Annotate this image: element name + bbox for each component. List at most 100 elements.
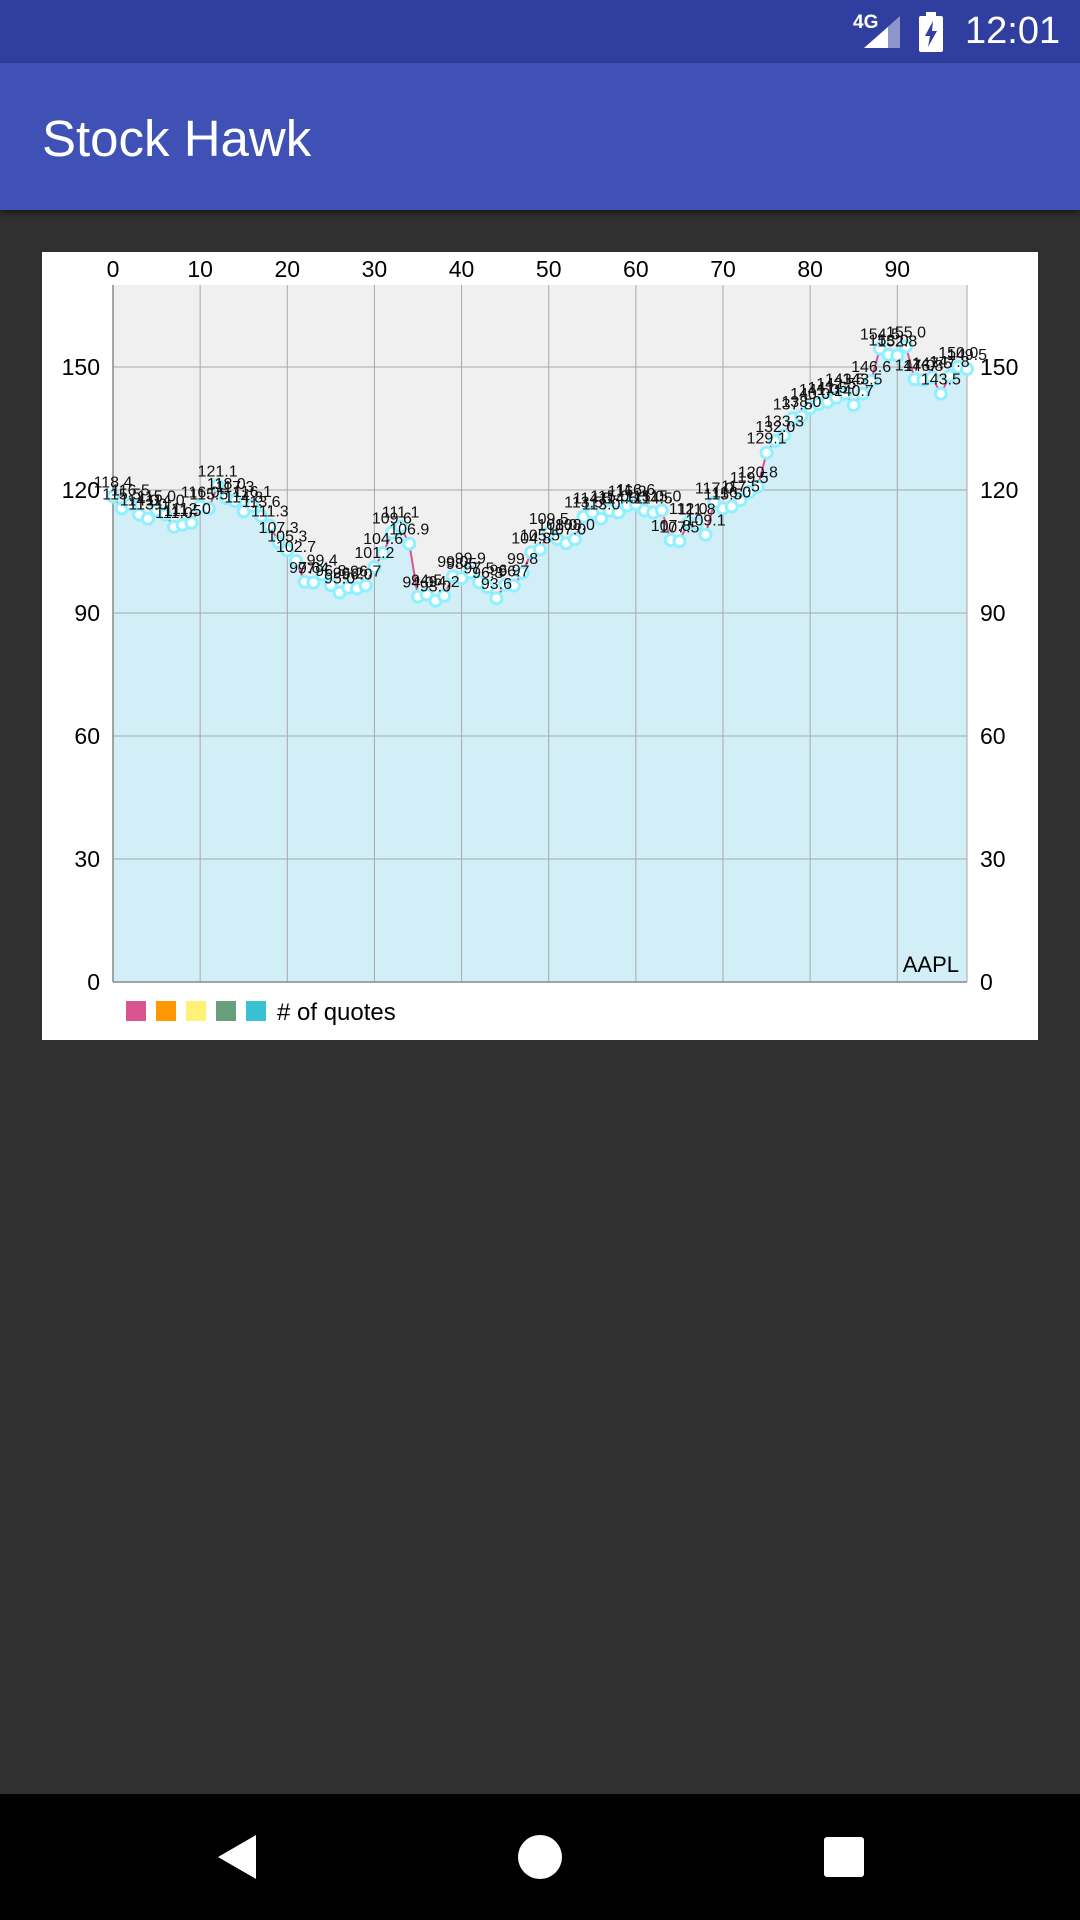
data-point bbox=[358, 578, 373, 593]
data-label: 114.5 bbox=[599, 491, 638, 508]
data-label: 119.5 bbox=[730, 470, 769, 487]
y-tick-label-left: 150 bbox=[62, 354, 100, 380]
data-label: 109.1 bbox=[686, 513, 726, 530]
status-bar: 4G 12:01 bbox=[0, 0, 1080, 63]
data-label: 116.2 bbox=[608, 484, 647, 501]
data-label: 141.0 bbox=[799, 382, 839, 399]
data-point bbox=[628, 496, 643, 511]
y-tick-label-right: 60 bbox=[980, 723, 1006, 749]
data-label: 114.5 bbox=[634, 491, 673, 508]
data-label: 96.0 bbox=[341, 566, 372, 583]
stock-line-chart[interactable]: 118.4115.5116.5114.0113.0115.0114.0111.0… bbox=[42, 252, 1038, 1040]
data-point bbox=[140, 511, 155, 526]
data-point bbox=[201, 501, 216, 516]
data-label: 114.0 bbox=[146, 493, 185, 510]
data-label: 99.0 bbox=[437, 554, 468, 571]
data-label: 118.4 bbox=[94, 475, 133, 492]
data-label: 111.3 bbox=[251, 504, 289, 521]
data-label: 146.8 bbox=[903, 358, 943, 375]
data-point bbox=[228, 494, 242, 509]
data-point bbox=[480, 580, 495, 595]
data-label: 111.8 bbox=[678, 502, 716, 519]
data-label: 120.8 bbox=[738, 465, 778, 482]
data-label: 96.7 bbox=[498, 564, 529, 581]
status-time: 12:01 bbox=[965, 10, 1061, 52]
data-label: 150.0 bbox=[938, 345, 978, 362]
data-label: 116.0 bbox=[181, 484, 220, 501]
data-point bbox=[855, 386, 870, 401]
data-point bbox=[123, 497, 138, 512]
legend-label: # of quotes bbox=[277, 999, 396, 1026]
data-label: 155.0 bbox=[886, 325, 926, 342]
data-label: 115.5 bbox=[102, 486, 141, 503]
data-label: 114.0 bbox=[120, 493, 159, 510]
back-icon[interactable] bbox=[206, 1827, 266, 1887]
data-point bbox=[254, 509, 269, 524]
data-label: 140.0 bbox=[790, 386, 830, 403]
data-label: 129.1 bbox=[747, 431, 787, 448]
x-tick-label: 50 bbox=[536, 256, 562, 282]
data-label: 153.0 bbox=[869, 333, 909, 350]
data-point bbox=[271, 535, 286, 550]
data-label: 115.0 bbox=[137, 489, 176, 506]
legend-swatch bbox=[156, 1001, 176, 1021]
battery-charging-icon bbox=[919, 12, 943, 52]
data-point bbox=[777, 428, 791, 443]
data-point bbox=[506, 578, 521, 593]
data-label: 114.8 bbox=[224, 489, 263, 506]
x-tick-label: 10 bbox=[187, 256, 213, 282]
app-bar: Stock Hawk bbox=[0, 63, 1080, 210]
y-tick-label-left: 90 bbox=[74, 600, 100, 626]
stock-chart-card: 118.4 115.5 116.5 114.0 113.0 115.0 114.0 111.0… bbox=[42, 252, 1038, 1040]
legend-swatch bbox=[126, 1001, 146, 1021]
data-label: 108.0 bbox=[555, 517, 595, 534]
data-label: 107.8 bbox=[651, 518, 691, 535]
home-icon[interactable] bbox=[510, 1827, 570, 1887]
data-point bbox=[960, 362, 974, 377]
y-tick-label-left: 120 bbox=[62, 477, 100, 503]
data-label: 143.5 bbox=[825, 372, 865, 389]
y-tick-label-right: 120 bbox=[980, 477, 1018, 503]
data-point bbox=[689, 516, 704, 531]
recents-icon[interactable] bbox=[814, 1827, 874, 1887]
data-label: 104.8 bbox=[511, 530, 551, 547]
data-label: 109.6 bbox=[372, 511, 412, 528]
x-tick-label: 80 bbox=[797, 256, 823, 282]
data-label: 111.0 bbox=[155, 505, 193, 522]
data-label: 117.5 bbox=[721, 478, 760, 495]
legend-swatch bbox=[186, 1001, 206, 1021]
data-point bbox=[367, 560, 382, 575]
data-label: 142.5 bbox=[816, 376, 856, 393]
data-label: 132.0 bbox=[755, 419, 795, 436]
y-tick-label-right: 30 bbox=[980, 846, 1006, 872]
data-point bbox=[323, 578, 338, 593]
data-label: 105.3 bbox=[267, 528, 307, 545]
data-label: 116.6 bbox=[616, 482, 655, 499]
data-point bbox=[733, 493, 748, 508]
data-point bbox=[899, 339, 913, 354]
data-label: 97.4 bbox=[298, 561, 329, 578]
data-label: 99.9 bbox=[455, 550, 486, 567]
data-label: 102.7 bbox=[276, 539, 316, 556]
legend-swatch bbox=[246, 1001, 266, 1021]
data-label: 118.0 bbox=[207, 476, 246, 493]
data-label: 107.5 bbox=[659, 519, 699, 536]
app-title: Stock Hawk bbox=[42, 110, 312, 167]
data-point bbox=[106, 489, 120, 504]
data-point bbox=[393, 519, 408, 534]
network-type: 4G bbox=[853, 12, 879, 33]
data-label: 107.3 bbox=[259, 520, 299, 537]
data-point bbox=[750, 479, 765, 494]
data-label: 133.3 bbox=[764, 413, 804, 430]
legend-swatch bbox=[216, 1001, 236, 1021]
data-point bbox=[289, 553, 303, 568]
data-label: 96.2 bbox=[333, 566, 364, 583]
data-label: 115.5 bbox=[189, 486, 228, 503]
data-point bbox=[402, 536, 417, 551]
x-tick-label: 0 bbox=[107, 256, 120, 282]
data-label: 98.5 bbox=[446, 556, 477, 573]
data-label: 111.1 bbox=[382, 504, 420, 521]
data-label: 115.5 bbox=[704, 486, 743, 503]
data-label: 96.7 bbox=[350, 564, 381, 581]
data-label: 99.8 bbox=[507, 551, 538, 568]
